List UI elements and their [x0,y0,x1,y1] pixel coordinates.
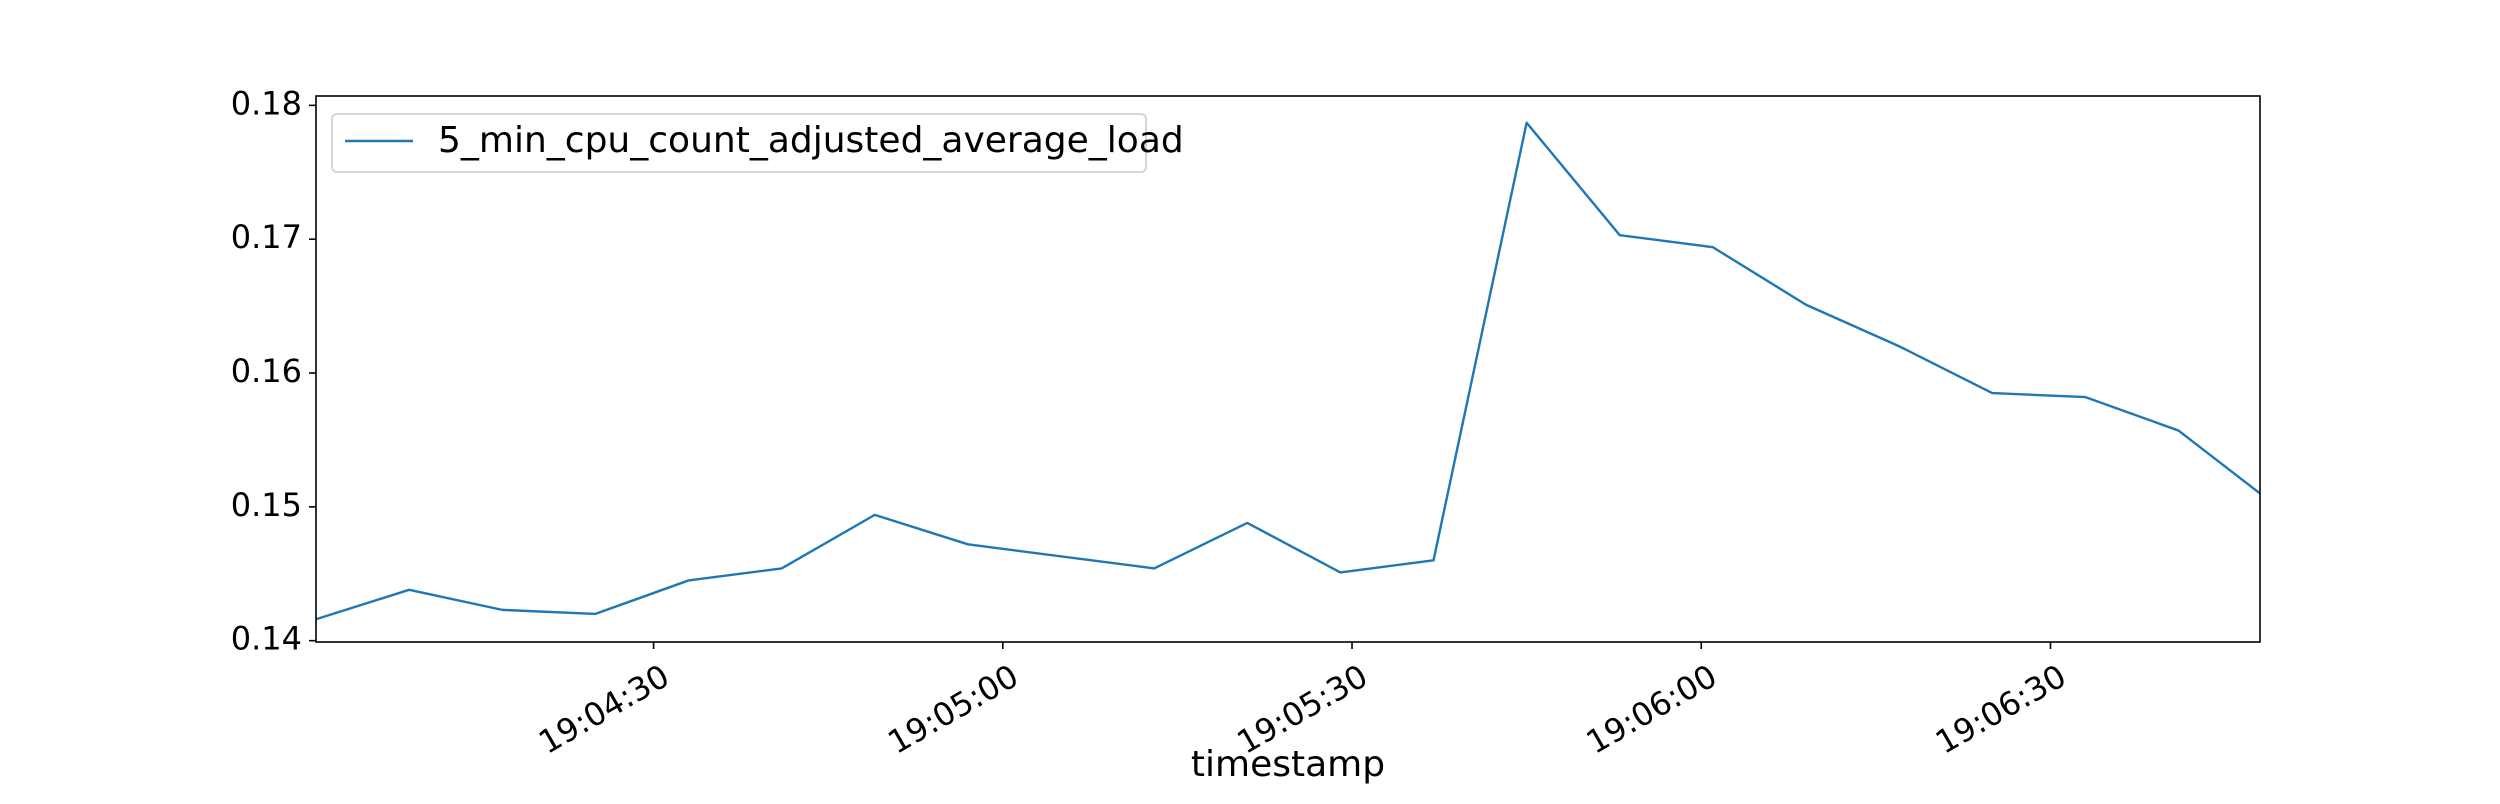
y-tick-label: 0.15 [231,486,302,524]
y-tick-label: 0.16 [231,352,302,390]
x-axis-title: timestamp [1191,744,1385,785]
y-tick-label: 0.18 [231,84,302,122]
y-tick-label: 0.14 [231,620,302,658]
x-tick-label: 19:06:30 [1929,657,2072,762]
y-axis: 0.14 0.15 0.16 0.17 0.18 [231,84,316,658]
x-tick-label: 19:04:30 [532,657,675,762]
legend-box [331,113,1147,173]
legend-label: 5_min_cpu_count_adjusted_average_load [438,120,1184,161]
y-tick-label: 0.17 [231,218,302,256]
x-tick-label: 19:05:00 [881,657,1024,762]
series-line-0 [315,121,2261,621]
x-tick-label: 19:06:00 [1580,657,1723,762]
plot-area [315,121,2261,621]
legend: 5_min_cpu_count_adjusted_average_load [331,113,1184,173]
plot-frame [315,95,2261,643]
